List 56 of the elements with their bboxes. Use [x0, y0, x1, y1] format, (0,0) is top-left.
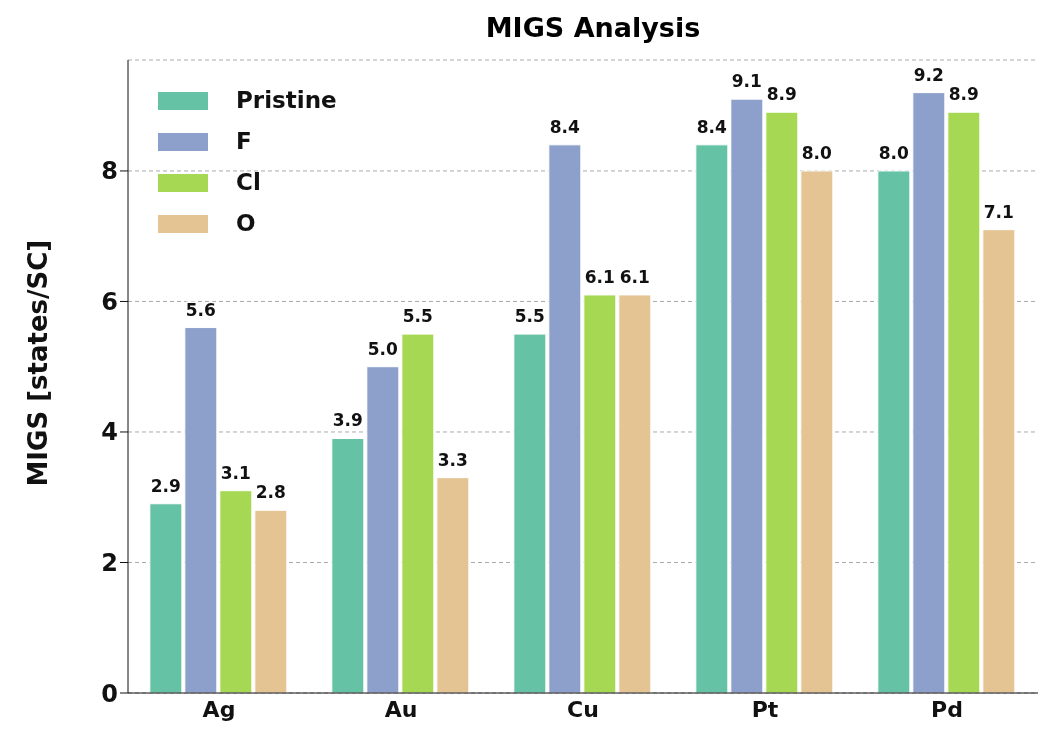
bar: [401, 333, 435, 693]
legend-label: O: [236, 209, 256, 238]
data-label: 3.9: [332, 410, 363, 431]
bar: [800, 170, 834, 693]
data-label: 2.9: [150, 475, 181, 496]
bar: [730, 98, 764, 693]
data-label: 5.0: [367, 338, 399, 359]
bar: [947, 111, 981, 693]
bar: [149, 503, 183, 693]
data-label: 6.1: [619, 266, 650, 287]
data-label: 3.1: [220, 462, 251, 483]
y-tick-label: 0: [101, 679, 118, 708]
bar: [583, 294, 617, 693]
data-label: 7.1: [983, 201, 1014, 222]
data-label: 8.4: [549, 116, 581, 137]
x-tick-label: Ag: [202, 696, 236, 722]
y-tick-label: 4: [101, 418, 118, 447]
x-tick-label: Pt: [751, 696, 779, 722]
bar: [436, 477, 470, 693]
data-label: 8.9: [766, 84, 797, 105]
bar: [548, 144, 582, 693]
data-label: 3.3: [437, 449, 468, 470]
y-tick-label: 8: [101, 157, 118, 186]
bar: [254, 509, 288, 693]
bar: [184, 327, 218, 693]
y-tick-label: 2: [101, 549, 118, 577]
bar: [219, 490, 253, 693]
x-tick-label: Au: [384, 696, 418, 722]
data-label: 8.9: [948, 84, 979, 105]
bar: [366, 366, 400, 693]
data-label: 8.0: [801, 142, 833, 163]
bar: [513, 333, 547, 693]
bar: [331, 437, 365, 693]
data-label: 5.5: [514, 306, 545, 327]
bar: [877, 170, 911, 693]
x-tick-label: Cu: [567, 696, 599, 722]
bar: [618, 294, 652, 693]
bar: [765, 111, 799, 693]
legend-label: Cl: [236, 168, 261, 197]
data-label: 9.1: [731, 71, 762, 92]
data-label: 8.0: [878, 142, 910, 163]
y-axis-title: MIGS [states/SC]: [23, 239, 54, 487]
legend-label: Pristine: [236, 86, 337, 115]
bar: [982, 229, 1016, 693]
x-tick-label: Pd: [931, 696, 963, 722]
chart-title: MIGS Analysis: [484, 11, 702, 45]
legend-label: F: [236, 127, 252, 156]
y-tick-label: 6: [101, 287, 118, 316]
bar: [695, 144, 729, 693]
data-label: 5.5: [402, 306, 433, 327]
data-label: 5.6: [185, 299, 216, 320]
data-label: 8.4: [696, 116, 728, 137]
data-label: 6.1: [584, 266, 615, 287]
data-label: 9.2: [913, 64, 944, 85]
bar: [912, 92, 946, 693]
data-label: 2.8: [255, 482, 286, 503]
